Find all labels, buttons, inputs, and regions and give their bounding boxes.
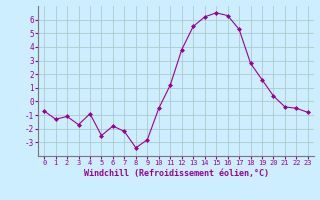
X-axis label: Windchill (Refroidissement éolien,°C): Windchill (Refroidissement éolien,°C) [84, 169, 268, 178]
